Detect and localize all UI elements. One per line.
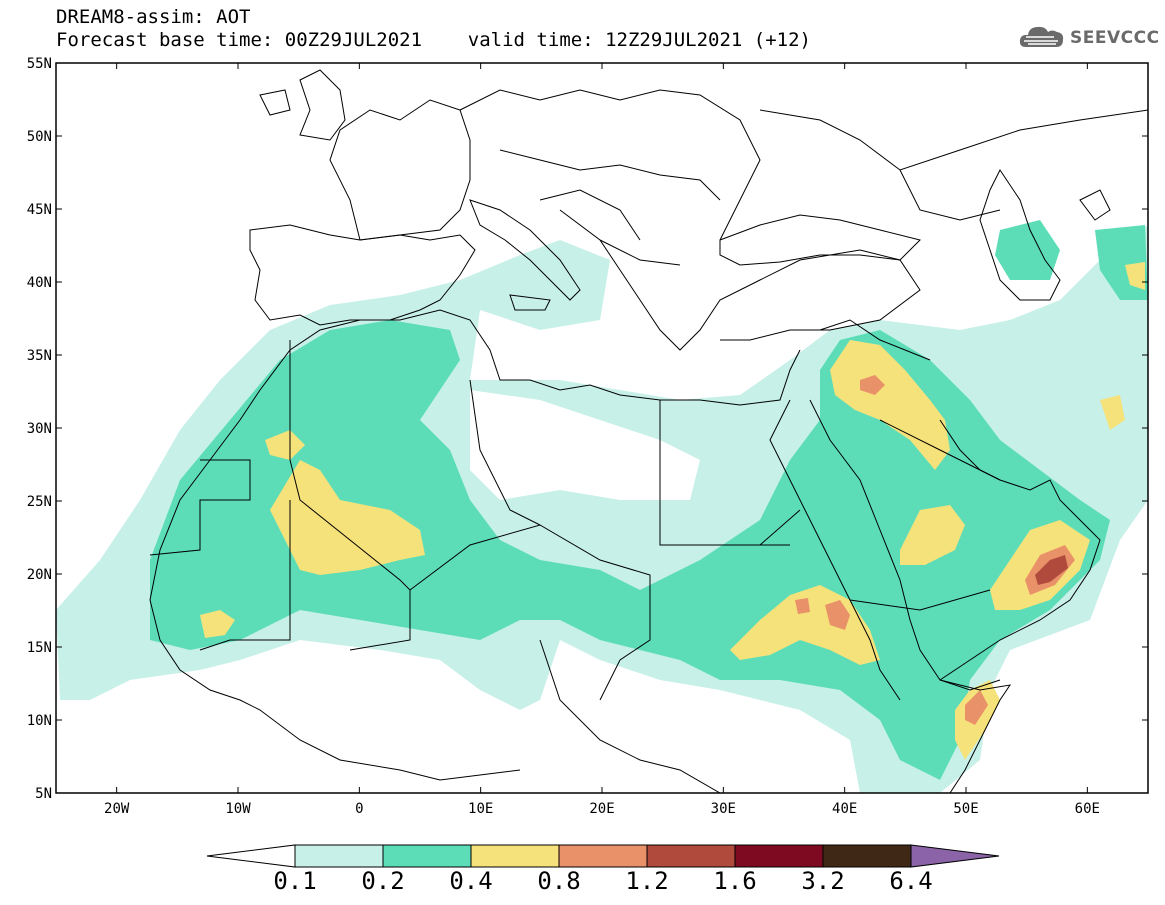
aot-band-0.4-iraq [830, 340, 950, 470]
coast-aral [1079, 189, 1111, 221]
aot-band-0.4-iran [1100, 262, 1145, 430]
colorbar-box [558, 844, 648, 868]
lat-tick-label: 20N [27, 567, 52, 583]
coast-north-africa [239, 309, 801, 421]
colorbar-box [382, 844, 472, 868]
coast-italy [469, 199, 581, 311]
aot-band-0.4-west [200, 430, 425, 638]
colorbar-label: 1.6 [713, 867, 756, 895]
lat-tick-label: 10N [27, 713, 52, 729]
coast-uk [259, 69, 346, 141]
lat-tick-label: 5N [35, 786, 52, 802]
cloud-icon [1018, 21, 1066, 55]
colorbar-label: 3.2 [801, 867, 844, 895]
aot-gap-libya [470, 390, 700, 500]
colorbar-label: 1.2 [625, 867, 668, 895]
aot-band-0.4-saudi [900, 505, 965, 565]
lon-tick-label: 20W [104, 801, 130, 817]
lat-tick-label: 40N [27, 275, 52, 291]
latitude-axis: 55N 50N 45N 40N 35N 30N 25N 20N 15N 10N 5N [27, 56, 1148, 802]
aot-band-1.2 [1035, 555, 1068, 585]
aot-field [56, 220, 1148, 793]
lon-tick-label: 0 [355, 801, 363, 817]
lon-tick-label: 10E [468, 801, 493, 817]
seevccc-logo: SEEVCCC [1018, 22, 1160, 54]
europe-borders [459, 89, 1148, 266]
lat-tick-label: 30N [27, 421, 52, 437]
lat-tick-label: 15N [27, 640, 52, 656]
colorbar-label: 0.4 [449, 867, 492, 895]
lat-tick-label: 50N [27, 129, 52, 145]
coastlines [149, 69, 1148, 793]
coast-balkans [559, 209, 921, 351]
coast-west-africa [149, 419, 521, 781]
lat-tick-label: 25N [27, 494, 52, 510]
colorbar-label: 6.4 [889, 867, 932, 895]
colorbar-label: 0.1 [273, 867, 316, 895]
lat-tick-label: 55N [27, 56, 52, 72]
colorbar-under-triangle [206, 844, 296, 868]
colorbar-box [646, 844, 736, 868]
colorbar-box [822, 844, 912, 868]
map-title: DREAM8-assim: AOT [56, 6, 251, 28]
longitude-axis: 20W 10W 0 10E 20E 30E 40E 50E 60E [104, 63, 1100, 817]
colorbar-box [294, 844, 384, 868]
colorbar-over-triangle [910, 844, 1000, 868]
colorbar-box [734, 844, 824, 868]
lon-tick-label: 30E [711, 801, 736, 817]
coast-horn [939, 679, 1012, 793]
lon-tick-label: 40E [832, 801, 857, 817]
colorbar-box [470, 844, 560, 868]
lon-tick-label: 50E [953, 801, 978, 817]
country-borders [149, 319, 1001, 793]
colorbar-label: 0.2 [361, 867, 404, 895]
coast-red-sea [769, 399, 1001, 701]
lon-tick-label: 60E [1075, 801, 1100, 817]
colorbar-label: 0.8 [537, 867, 580, 895]
colorbar: 0.1 0.2 0.4 0.8 1.2 1.6 3.2 6.4 [206, 844, 1000, 895]
aot-band-0.2-caspian [995, 220, 1148, 300]
border-france [329, 99, 471, 241]
aot-band-0.2 [150, 320, 1110, 780]
lat-tick-label: 45N [27, 202, 52, 218]
lon-tick-label: 20E [589, 801, 614, 817]
forecast-time-line: Forecast base time: 00Z29JUL2021 valid t… [56, 29, 811, 51]
lon-tick-label: 10W [225, 801, 251, 817]
logo-text: SEEVCCC [1070, 28, 1160, 48]
coast-black-sea [719, 214, 921, 266]
lat-tick-label: 35N [27, 348, 52, 364]
